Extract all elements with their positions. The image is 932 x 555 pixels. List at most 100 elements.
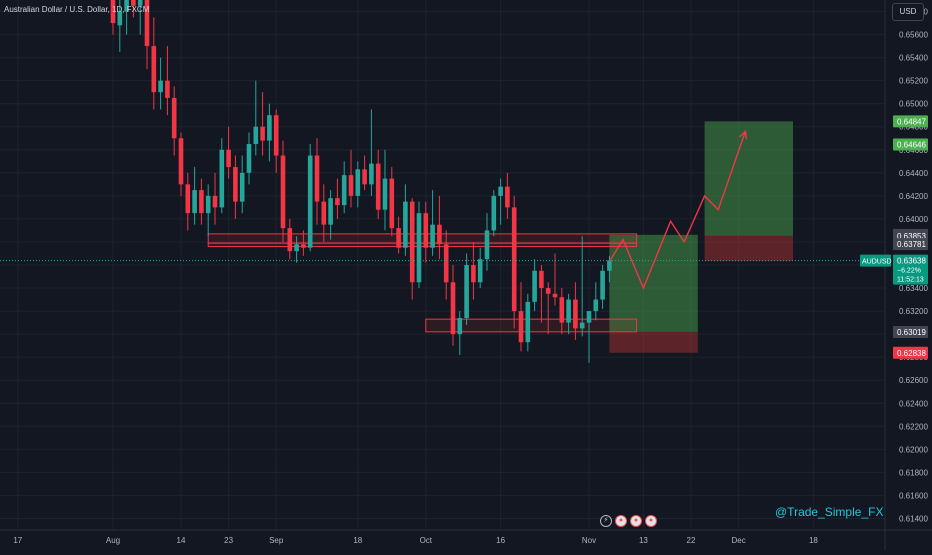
candle-body [171, 97, 177, 139]
candle-body [416, 213, 422, 283]
projection-arrow-head [739, 129, 748, 140]
price-axis-tick-label: 0.62200 [899, 422, 928, 431]
candle-body [450, 282, 456, 335]
price-axis-tick-label: 0.65000 [899, 100, 928, 109]
candle-body [491, 195, 497, 231]
price-axis-tick-label: 0.62600 [899, 376, 928, 385]
price-axis-tick-label: 0.62000 [899, 445, 928, 454]
candle-body [471, 265, 476, 283]
candle-body [233, 167, 238, 202]
candle-body [226, 149, 231, 168]
time-axis-tick-label: 13 [639, 536, 648, 545]
candle-body [280, 155, 286, 229]
price-label: 0.62838 [897, 349, 926, 358]
candle-body [375, 163, 381, 210]
candle-body [205, 195, 211, 214]
candle-body [403, 201, 408, 248]
candle-body [294, 244, 299, 252]
time-axis-tick-label: 16 [496, 536, 505, 545]
price-axis-tick-label: 0.64200 [899, 192, 928, 201]
candle-body [137, 0, 143, 6]
last-price-value: 0.63638 [897, 257, 926, 266]
candle-body [443, 244, 449, 283]
time-axis-tick-label: Aug [106, 536, 120, 545]
time-axis-tick-label: Nov [582, 536, 596, 545]
candle-body [219, 149, 225, 208]
price-axis-tick-label: 0.63200 [899, 307, 928, 316]
candle-body [199, 190, 204, 214]
time-axis-tick-label: Oct [420, 536, 433, 545]
candle-body [593, 299, 599, 312]
price-label: 0.63781 [897, 240, 926, 249]
candle-body [457, 318, 463, 335]
candle-body [573, 299, 578, 329]
candle-body [545, 288, 551, 294]
price-axis-tick-label: 0.65600 [899, 31, 928, 40]
price-label: 0.64847 [897, 117, 926, 126]
symbol-badge: AUDUSD [862, 259, 892, 266]
candle-body [341, 175, 347, 206]
candle-body [131, 0, 136, 6]
price-label-bg [893, 115, 928, 128]
price-label-bg [893, 325, 928, 338]
candle-body [396, 228, 401, 248]
candle-body [335, 198, 340, 206]
candle-body [505, 186, 510, 208]
price-label-bg [893, 346, 928, 359]
candle-body [600, 270, 605, 300]
time-axis-tick-label: 14 [177, 536, 186, 545]
price-label: 0.63019 [897, 328, 926, 337]
time-axis-tick-label: 17 [13, 536, 22, 545]
candle-body [267, 115, 272, 141]
candle-body [539, 270, 544, 289]
last-price-countdown: 11:52:13 [897, 277, 924, 284]
candle-body [165, 80, 170, 98]
time-axis-tick-label: Dec [731, 536, 745, 545]
candle-body [559, 297, 565, 323]
candle-body [321, 201, 327, 225]
candle-body [301, 244, 306, 248]
candle-body [273, 115, 279, 156]
position-1-stop-zone [609, 331, 698, 353]
flag-icon[interactable]: ● [615, 515, 627, 527]
price-axis-tick-label: 0.64000 [899, 215, 928, 224]
price-axis-tick-label: 0.64400 [899, 169, 928, 178]
candle-body [355, 169, 361, 196]
price-axis-tick-label: 0.63400 [899, 284, 928, 293]
support-zone [207, 233, 638, 244]
candle-body [423, 213, 429, 248]
candle-body [192, 190, 197, 214]
price-label: 0.64646 [897, 140, 926, 149]
candle-body [525, 301, 531, 343]
candle-body [369, 163, 374, 185]
candle-body [464, 265, 469, 318]
candle-body [532, 270, 537, 302]
price-axis-tick-label: 0.61400 [899, 514, 928, 523]
currency-button[interactable]: USD [892, 3, 924, 21]
position-1-target-zone [609, 234, 698, 332]
candle-body [498, 186, 503, 196]
candle-body [260, 126, 265, 141]
candle-body [246, 144, 252, 173]
flag-icon[interactable]: ● [630, 515, 642, 527]
support-zone [425, 318, 638, 333]
candle-body [348, 175, 354, 196]
projection-path [608, 131, 747, 290]
price-label-bg [893, 138, 928, 151]
bolt-icon[interactable]: ⚡ [600, 515, 612, 527]
candle-body [552, 293, 558, 298]
candle-body [158, 80, 163, 93]
candle-body [607, 260, 612, 271]
candle-body [382, 178, 388, 210]
candle-body [477, 259, 483, 283]
price-axis-tick-label: 0.65200 [899, 77, 928, 86]
price-label: 0.63853 [897, 232, 926, 241]
candle-body [124, 0, 129, 12]
last-price-change: −6.22% [897, 268, 921, 275]
candle-body [566, 299, 571, 323]
price-label-bg [893, 238, 928, 251]
flag-icon[interactable]: ● [645, 515, 657, 527]
candle-body [328, 198, 333, 225]
